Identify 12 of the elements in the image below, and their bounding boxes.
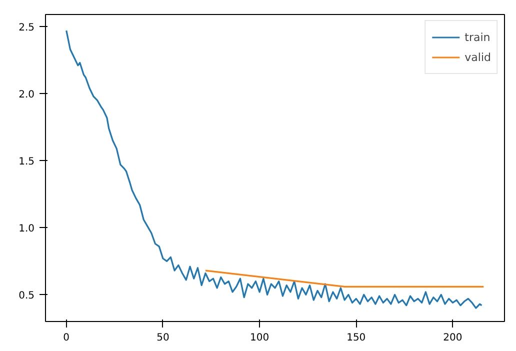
y-tick-label: 0.5 [18,290,35,302]
y-tick-label: 2.0 [18,90,35,101]
legend-label: train [464,30,490,44]
x-tick-label: 100 [250,332,270,344]
y-tick-label: 2.5 [18,22,35,34]
y-tick-label: 1.5 [18,156,35,168]
x-tick-label: 200 [443,332,462,344]
y-tick-label: 1.0 [18,224,35,235]
x-tick-label: 50 [156,332,170,344]
legend-label: valid [464,50,491,64]
x-tick-label: 150 [346,332,366,344]
x-tick-label: 0 [63,332,70,344]
